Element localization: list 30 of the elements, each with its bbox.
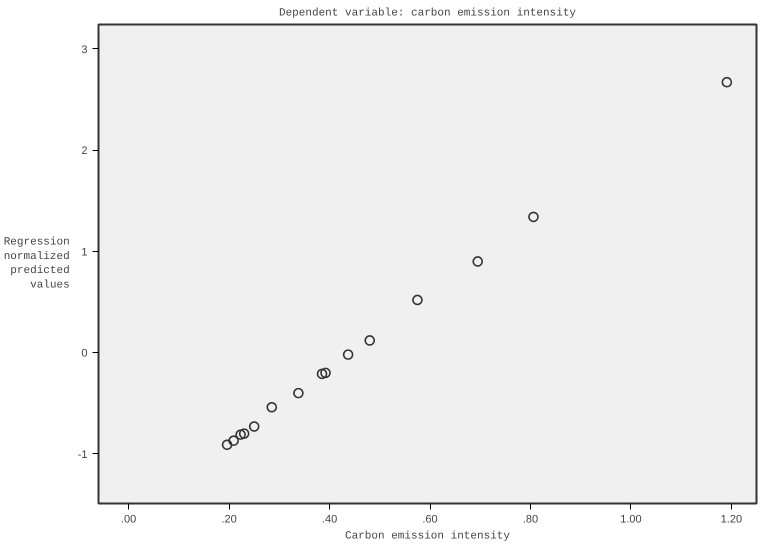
point [342,349,354,360]
x-tick-label: .00 [120,514,136,526]
x-axis-title: Carbon emission intensity [344,530,510,542]
point [316,368,328,380]
point [364,335,376,346]
y-tick-label: 2 [81,145,88,158]
y-tick-label: 1 [81,246,88,258]
y-axis-title: Regression normalized predicted values [4,236,70,292]
point [238,428,250,439]
point [266,402,278,413]
y-tick-label: -1 [78,448,88,461]
point [235,429,246,440]
point [228,435,239,446]
y-tick-label: 3 [81,44,88,56]
point [222,439,232,450]
x-tick-label: .20 [221,514,237,526]
point [722,76,732,88]
x-tick-label: 1.20 [720,514,742,526]
point [528,212,539,222]
y-tick-label: 0 [81,348,88,360]
x-tick-label: .40 [322,514,338,526]
x-tick-label: 1.00 [620,514,642,526]
point [412,294,423,306]
x-tick-label: .80 [522,514,538,526]
x-tick-label: .60 [422,514,438,526]
point [293,388,304,398]
point [472,256,484,267]
chart-title: Dependent variable: carbon emission intensity [278,8,576,20]
point [248,421,260,432]
point [320,368,331,378]
